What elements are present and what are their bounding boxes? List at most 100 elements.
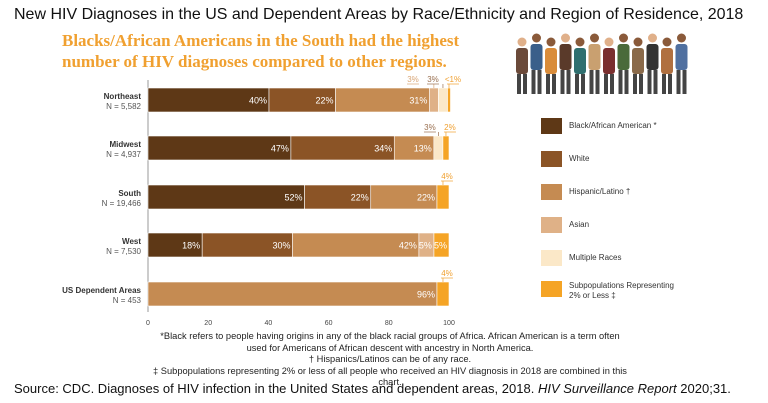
data-label: 5% [434, 241, 447, 251]
x-tick-label: 60 [325, 320, 333, 327]
x-tick-label: 0 [146, 320, 150, 327]
person-body [617, 44, 630, 70]
data-label: 31% [409, 96, 427, 106]
person-head [532, 33, 541, 43]
category-n: N = 5,582 [106, 102, 141, 111]
legend-label: Hispanic/Latino † [569, 187, 631, 196]
person-head [677, 33, 686, 43]
person-head [619, 33, 628, 43]
person-body [603, 48, 615, 74]
x-tick-label: 100 [443, 320, 455, 327]
data-label: 3% [407, 75, 419, 84]
data-label: 52% [285, 193, 303, 203]
category-label: South [118, 189, 141, 198]
data-label: 4% [441, 172, 453, 181]
legend-label: White [569, 154, 590, 163]
bar-segment [147, 87, 270, 113]
person-body [588, 44, 601, 70]
bar-segment [438, 87, 448, 113]
category-n: N = 7,530 [106, 247, 141, 256]
person-leg [633, 74, 637, 94]
category-label: Northeast [104, 92, 142, 101]
bar-segment [147, 184, 305, 210]
bar-segment [433, 135, 444, 161]
person-leg [624, 70, 629, 94]
person-leg [517, 74, 521, 94]
legend-item: White [541, 151, 679, 167]
data-label: 40% [249, 96, 267, 106]
source: Source: CDC. Diagnoses of HIV infection … [14, 381, 731, 396]
data-label: 13% [414, 144, 432, 154]
footnotes: *Black refers to people having origins i… [150, 331, 630, 389]
person-body [646, 44, 659, 70]
category-n: N = 19,466 [102, 199, 142, 208]
legend-label: Subpopulations Representing 2% or Less ‡ [569, 281, 674, 300]
legend-swatch [541, 118, 562, 134]
data-label: 18% [182, 241, 200, 251]
person-head [648, 33, 657, 43]
person-head [575, 37, 585, 47]
person-leg [662, 74, 666, 94]
person-head [546, 37, 556, 47]
person-head [590, 33, 599, 43]
bar-segment [147, 232, 203, 258]
footnote-black: *Black refers to people having origins i… [160, 331, 620, 353]
category-label: West [122, 237, 141, 246]
bar-segment [335, 87, 430, 113]
person-body [530, 44, 543, 70]
legend-swatch [541, 250, 562, 266]
chart-title: New HIV Diagnoses in the US and Dependen… [14, 6, 744, 23]
person-body [661, 48, 673, 74]
person-body [632, 48, 644, 74]
data-label: 42% [399, 241, 417, 251]
legend-swatch [541, 217, 562, 233]
person-body [675, 44, 688, 70]
bar-segment [436, 184, 450, 210]
person-leg [560, 70, 565, 94]
category-n: N = 453 [113, 296, 142, 305]
data-label: 22% [351, 193, 369, 203]
person-leg [676, 70, 681, 94]
legend-label: Asian [569, 220, 590, 229]
person-body [516, 48, 528, 74]
person-leg [546, 74, 550, 94]
person-head [561, 33, 570, 43]
bar-segment [447, 87, 451, 113]
data-label: 22% [417, 193, 435, 203]
bar-segment [147, 135, 292, 161]
person-leg [552, 74, 556, 94]
person-leg [537, 70, 542, 94]
category-n: N = 4,937 [106, 150, 141, 159]
person-body [574, 48, 586, 74]
footnote-hispanic: † Hispanics/Latinos can be of any race. [308, 354, 472, 364]
bar-segment [370, 184, 438, 210]
x-tick-label: 40 [265, 320, 273, 327]
person-leg [668, 74, 672, 94]
legend-label: Multiple Races [569, 253, 622, 262]
person-body [545, 48, 557, 74]
person-leg [531, 70, 536, 94]
person-leg [610, 74, 614, 94]
person-leg [604, 74, 608, 94]
person-body [559, 44, 572, 70]
bar-segment [433, 232, 450, 258]
person-leg [682, 70, 687, 94]
data-label: 5% [419, 241, 432, 251]
data-label: 96% [417, 290, 435, 300]
bar-segment [393, 135, 435, 161]
data-label: 2% [444, 123, 456, 132]
legend-item: Subpopulations Representing 2% or Less ‡ [541, 281, 679, 301]
person-leg [639, 74, 643, 94]
person-leg [575, 74, 579, 94]
bar-segment [304, 184, 372, 210]
person-leg [653, 70, 658, 94]
person-head [662, 37, 672, 47]
legend-label: Black/African American * [569, 121, 657, 130]
data-label: <1% [445, 75, 461, 84]
category-label: Midwest [109, 140, 141, 149]
data-label: 34% [374, 144, 392, 154]
person-leg [566, 70, 571, 94]
bar-segment [292, 232, 420, 258]
bar-segment [436, 281, 450, 307]
